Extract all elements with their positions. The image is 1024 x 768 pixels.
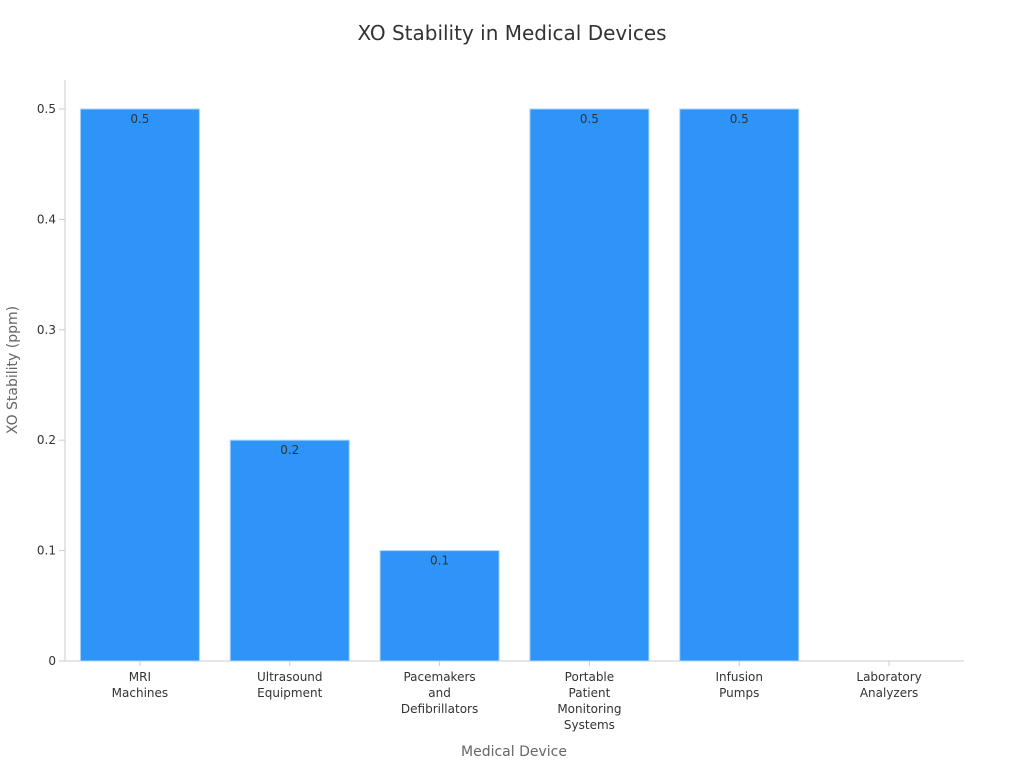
bar-data-label: 0.1: [430, 554, 449, 568]
plot-area: 0 0.1 0.2 0.3 0.4 0.5 0.5 MRI Machines 0.2 Ultraso…: [37, 80, 964, 732]
bar: [79, 108, 200, 662]
bar-data-label: 0.5: [730, 112, 749, 126]
x-tick-label: Infusion Pumps: [715, 670, 763, 700]
x-tick-label: Portable Patient Monitoring Systems: [557, 670, 621, 732]
x-axis-title: Medical Device: [461, 744, 567, 760]
y-tick-label: 0.3: [37, 323, 56, 337]
bar: [679, 108, 800, 662]
bar-data-label: 0.5: [130, 112, 149, 126]
y-axis-title: XO Stability (ppm): [5, 306, 21, 434]
bar: [229, 439, 350, 662]
y-tick-label: 0: [48, 654, 56, 668]
bar: [379, 550, 500, 662]
x-tick-label: Ultrasound Equipment: [257, 670, 323, 700]
y-tick-label: 0.1: [37, 544, 56, 558]
x-tick-label: Laboratory Analyzers: [856, 670, 921, 700]
x-tick-label: MRI Machines: [112, 670, 168, 700]
bar-data-label: 0.2: [280, 443, 299, 457]
y-tick-label: 0.5: [37, 102, 56, 116]
y-tick-label: 0.4: [37, 212, 56, 226]
bar-data-label: 0.5: [580, 112, 599, 126]
x-tick-label: Pacemakers and Defibrillators: [401, 670, 478, 716]
y-tick-label: 0.2: [37, 433, 56, 447]
chart-title: XO Stability in Medical Devices: [357, 21, 666, 45]
bar: [529, 108, 650, 662]
